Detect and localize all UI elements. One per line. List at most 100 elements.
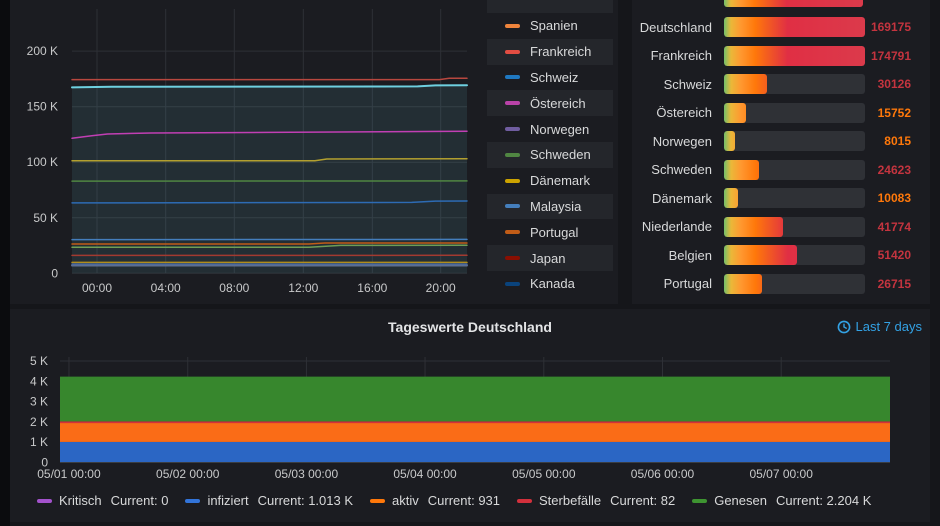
x-axis-tick: 05/04 00:00 — [393, 467, 457, 481]
bar-fill — [724, 45, 865, 66]
bar-row-portugal: Portugal 26715 — [632, 270, 930, 299]
legend-item-schweiz[interactable]: Schweiz — [487, 65, 613, 91]
covid-timeseries-panel: 200 K 150 K 100 K 50 K 0 00:00 04:00 08:00 12:00… — [10, 0, 618, 304]
legend-swatch — [505, 101, 520, 106]
legend-label: Japan — [530, 250, 566, 266]
legend-item-norwegen[interactable]: Norwegen — [487, 116, 613, 142]
clock-icon — [837, 320, 850, 333]
y-axis-tick: 50 K — [33, 211, 58, 225]
bar-fill — [724, 159, 759, 180]
bar-track — [724, 45, 865, 66]
legend-current-value: Current: 2.204 K — [775, 493, 872, 508]
legend-item-östereich[interactable]: Östereich — [487, 90, 613, 117]
y-axis-tick: 150 K — [27, 100, 58, 114]
legend-label: Spanien — [530, 18, 578, 34]
x-axis-tick: 05/05 00:00 — [512, 467, 576, 481]
bar-track — [724, 159, 865, 180]
legend-label: Kritisch — [59, 493, 102, 508]
bar-row-östereich: Östereich 15752 — [632, 99, 930, 128]
daily-legend-item-genesen[interactable]: Genesen Current: 2.204 K — [692, 493, 871, 508]
bar-value: 51420 — [877, 248, 911, 263]
bar-value: 10083 — [877, 191, 911, 206]
legend-label: Schweiz — [530, 69, 579, 85]
bar-value: 15752 — [877, 105, 911, 120]
bar-row-dänemark: Dänemark 10083 — [632, 184, 930, 213]
country-bargauge-panel: Deutschland 169175 Frankreich 174791 Schweiz… — [632, 0, 930, 304]
legend-current-value: Current: 0 — [110, 493, 169, 508]
legend-item-japan[interactable]: Japan — [487, 245, 613, 271]
bar-row-deutschland: Deutschland 169175 — [632, 13, 930, 42]
daily-legend-item-kritisch[interactable]: Kritisch Current: 0 — [37, 493, 168, 508]
legend-label: Schweden — [530, 147, 591, 163]
legend-current-value: Current: 1.013 K — [257, 493, 354, 508]
series-line — [71, 242, 468, 245]
daily-legend-item-aktiv[interactable]: aktiv Current: 931 — [370, 493, 500, 508]
bar-fill — [724, 131, 736, 152]
panel-title[interactable]: Tageswerte Deutschland — [388, 319, 552, 335]
daily-legend-item-sterbefälle[interactable]: Sterbefälle Current: 82 — [517, 493, 675, 508]
time-range-picker[interactable]: Last 7 days — [837, 319, 923, 334]
y-axis-tick: 2 K — [30, 415, 48, 429]
bar-track — [724, 102, 865, 123]
legend-swatch — [505, 281, 520, 286]
bar-value: 8015 — [884, 134, 911, 149]
daily-stacked-chart[interactable]: 5 K 4 K 3 K 2 K 1 K 005/01 00:00 05/02 00:00 05… — [10, 309, 930, 489]
legend-item-spanien[interactable]: Spanien — [487, 13, 613, 39]
bar-label: Schweden — [651, 162, 712, 178]
legend-item-portugal[interactable]: Portugal — [487, 219, 613, 245]
bar-fill — [724, 102, 747, 123]
legend-swatch — [505, 49, 520, 54]
bar-track — [724, 131, 865, 152]
legend-current-value: Current: 931 — [427, 493, 501, 508]
x-axis-tick: 05/07 00:00 — [749, 467, 813, 481]
bar-row-partial — [724, 0, 863, 7]
legend-label: Dänemark — [530, 173, 590, 189]
bar-fill — [724, 188, 739, 209]
time-range-label: Last 7 days — [855, 319, 923, 334]
stack-band-aktiv — [60, 423, 890, 442]
x-axis-tick: 12:00 — [288, 281, 318, 295]
legend-label: Malaysia — [530, 198, 582, 214]
legend-item-frankreich[interactable]: Frankreich — [487, 38, 613, 65]
series-line — [71, 77, 468, 81]
legend-label: Portugal — [530, 224, 579, 240]
series-line — [71, 158, 468, 162]
legend-swatch — [505, 256, 520, 261]
x-axis-tick: 05/06 00:00 — [631, 467, 695, 481]
bar-label: Frankreich — [650, 48, 712, 64]
daily-legend-item-infiziert[interactable]: infiziert Current: 1.013 K — [185, 493, 353, 508]
y-axis-tick: 100 K — [27, 155, 58, 169]
bar-value: 41774 — [877, 219, 911, 234]
series-line — [71, 244, 468, 249]
legend-item-malaysia[interactable]: Malaysia — [487, 193, 613, 220]
legend-item-kanada[interactable]: Kanada — [487, 271, 613, 297]
bar-label: Niederlande — [641, 219, 712, 235]
bar-track — [724, 216, 865, 237]
bar-row-niederlande: Niederlande 41774 — [632, 213, 930, 242]
legend-swatch — [505, 178, 520, 183]
legend-swatch — [37, 498, 52, 503]
bar-row-schweden: Schweden 24623 — [632, 156, 930, 185]
bar-track — [724, 245, 865, 266]
y-axis-tick: 3 K — [30, 395, 48, 409]
bar-label: Deutschland — [639, 19, 712, 35]
y-axis-tick: 0 — [41, 456, 48, 470]
series-line — [71, 84, 468, 89]
daily-legend: Kritisch Current: 0 infiziert Current: 1.01… — [37, 493, 871, 508]
bar-label: Östereich — [656, 105, 712, 121]
bar-label: Schweiz — [663, 76, 712, 92]
bar-fill — [724, 216, 783, 237]
y-axis-tick: 5 K — [30, 354, 48, 368]
legend-row-partial — [487, 0, 613, 13]
timeseries-plot[interactable]: 200 K 150 K 100 K 50 K 0 00:00 04:00 08:00 12:00… — [10, 0, 618, 304]
legend-item-dänemark[interactable]: Dänemark — [487, 168, 613, 194]
legend-label: Norwegen — [530, 121, 590, 137]
bar-value: 24623 — [877, 162, 911, 177]
bar-label: Belgien — [668, 247, 712, 263]
legend-label: Kanada — [530, 276, 575, 292]
legend-swatch — [505, 127, 520, 132]
legend-swatch — [505, 23, 520, 28]
legend-item-schweden[interactable]: Schweden — [487, 141, 613, 168]
bar-value: 30126 — [877, 77, 911, 92]
y-axis-tick: 4 K — [30, 374, 48, 388]
